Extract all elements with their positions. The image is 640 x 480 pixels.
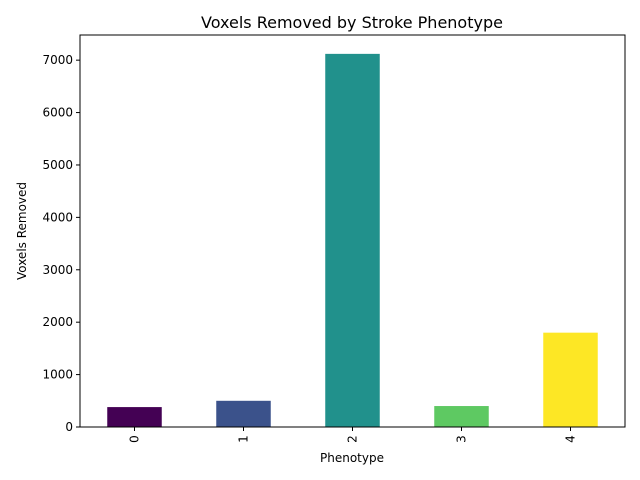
y-tick-label-6000: 6000 [42, 106, 73, 120]
x-tick-label-0: 0 [128, 435, 142, 443]
y-tick-label-1000: 1000 [42, 368, 73, 382]
y-tick-label-4000: 4000 [42, 210, 73, 224]
x-axis-ticks: 0 1 2 3 4 [128, 427, 578, 443]
bar-2 [325, 53, 380, 428]
bar-3 [434, 406, 489, 427]
x-axis-label: Phenotype [320, 451, 384, 465]
bar-4 [543, 332, 598, 427]
bar-0 [107, 407, 162, 427]
y-tick-label-3000: 3000 [42, 263, 73, 277]
plot-frame [79, 34, 626, 428]
x-tick-label-4: 4 [564, 435, 578, 443]
x-tick-label-3: 3 [455, 435, 469, 443]
bar-1 [216, 400, 271, 427]
bars-group [107, 53, 598, 428]
y-axis-ticks: 0 1000 2000 3000 4000 5000 6000 7000 [42, 53, 80, 434]
y-tick-label-2000: 2000 [42, 315, 73, 329]
x-tick-label-1: 1 [237, 435, 251, 443]
y-tick-label-0: 0 [65, 420, 73, 434]
y-axis-label: Voxels Removed [15, 182, 29, 280]
chart-title: Voxels Removed by Stroke Phenotype [201, 13, 503, 32]
y-tick-label-7000: 7000 [42, 53, 73, 67]
y-tick-label-5000: 5000 [42, 158, 73, 172]
x-tick-label-2: 2 [346, 435, 360, 443]
